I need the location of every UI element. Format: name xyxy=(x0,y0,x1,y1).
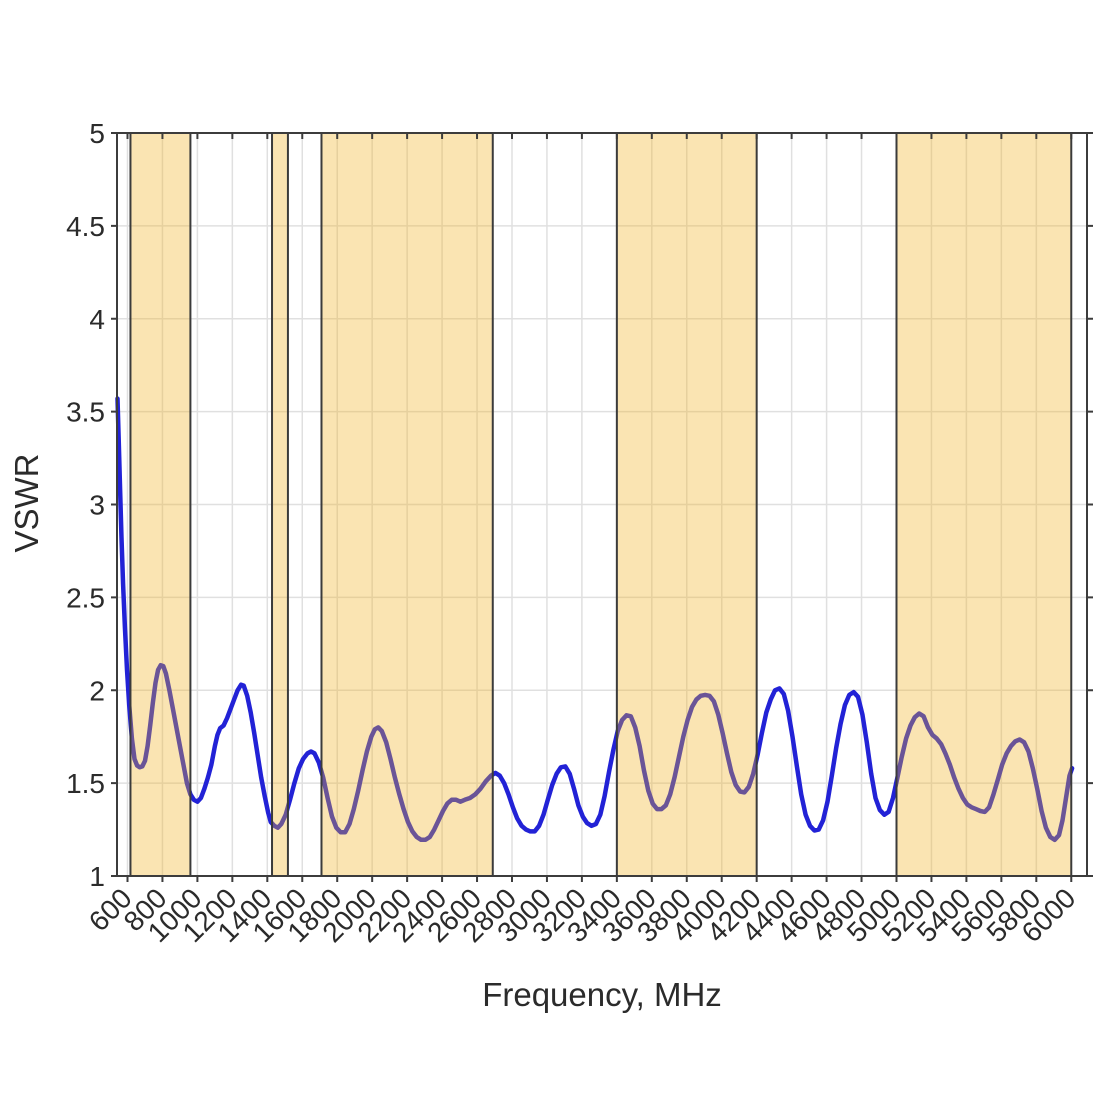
vswr-curve xyxy=(115,396,1075,843)
highlight-band xyxy=(271,132,289,877)
axis-frame xyxy=(111,132,1093,882)
y-axis-label: VSWR xyxy=(8,454,45,553)
y-tick-label: 4.5 xyxy=(66,211,105,242)
y-tick-label: 1.5 xyxy=(66,768,105,799)
x-axis-tick-labels: 6008001000120014001600180020002200240026… xyxy=(83,882,1082,948)
frequency-highlight-bands xyxy=(129,132,1073,877)
y-tick-label: 1 xyxy=(89,861,105,892)
highlight-band xyxy=(615,132,758,877)
y-axis-tick-labels: 1 1.5 2 2.5 3 3.5 4 4.5 5 xyxy=(66,118,105,892)
y-tick-label: 3.5 xyxy=(66,397,105,428)
y-tick-label: 2.5 xyxy=(66,582,105,613)
x-axis-label: Frequency, MHz xyxy=(482,976,722,1013)
vswr-series-line xyxy=(115,396,1075,843)
y-tick-label: 3 xyxy=(89,490,105,521)
highlight-band xyxy=(320,132,494,877)
y-tick-label: 5 xyxy=(89,118,105,149)
highlight-band xyxy=(129,132,192,877)
y-tick-label: 4 xyxy=(89,304,105,335)
highlight-band xyxy=(895,132,1073,877)
y-tick-label: 2 xyxy=(89,675,105,706)
